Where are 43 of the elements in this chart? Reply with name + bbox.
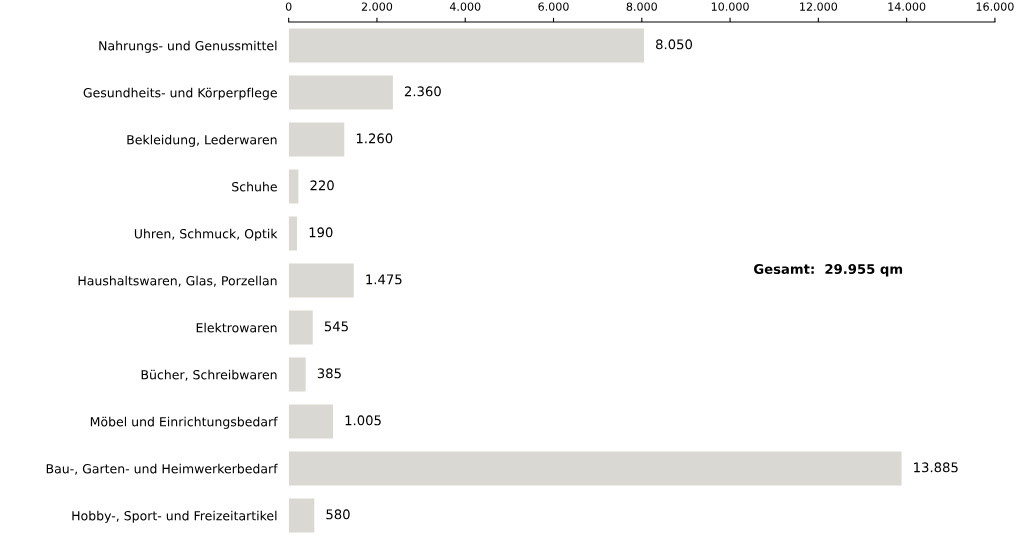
x-tick-label: 2.000 xyxy=(361,2,393,11)
bar xyxy=(288,498,315,533)
bar xyxy=(288,169,299,204)
data-label: 220 xyxy=(310,180,334,191)
data-label: 1.005 xyxy=(345,415,381,426)
x-tick-label: 16.000 xyxy=(976,2,1014,11)
y-tick-label: Haushaltswaren, Glas, Porzellan xyxy=(78,275,277,287)
data-label: 8.050 xyxy=(656,39,693,50)
x-tick-label: 12.000 xyxy=(800,2,838,11)
bar xyxy=(288,75,393,110)
y-tick-label: Elektrowaren xyxy=(196,322,277,333)
y-tick-label: Bau-, Garten- und Heimwerkerbedarf xyxy=(46,463,278,475)
bar xyxy=(288,451,902,486)
y-tick-label: Nahrungs- und Genussmittel xyxy=(99,40,277,53)
bar xyxy=(288,310,313,345)
data-label: 545 xyxy=(324,321,348,332)
y-tick-label: Uhren, Schmuck, Optik xyxy=(134,228,278,241)
bar xyxy=(288,357,306,392)
x-tick-label: 0 xyxy=(285,2,292,11)
x-tick-label: 14.000 xyxy=(888,2,926,11)
bar xyxy=(288,122,345,157)
bar xyxy=(288,263,354,298)
y-tick-label: Bücher, Schreibwaren xyxy=(141,369,277,381)
bar xyxy=(288,216,298,251)
data-label: 13.885 xyxy=(914,462,958,473)
y-tick-label: Hobby-, Sport- und Freizeitartikel xyxy=(72,510,277,523)
x-tick-label: 10.000 xyxy=(711,2,749,11)
y-tick-label: Möbel und Einrichtungsbedarf xyxy=(90,416,278,429)
data-label: 1.260 xyxy=(356,133,393,144)
data-label: 190 xyxy=(309,227,333,238)
data-label: 2.360 xyxy=(404,86,441,97)
data-label: 385 xyxy=(317,368,341,379)
y-tick-label: Gesundheits- und Körperpflege xyxy=(83,87,277,100)
x-tick-label: 8.000 xyxy=(626,2,657,11)
data-label: 1.475 xyxy=(366,274,402,285)
x-tick-label: 4.000 xyxy=(449,2,481,11)
bar xyxy=(288,28,644,63)
y-tick-label: Bekleidung, Lederwaren xyxy=(127,134,277,147)
x-tick-label: 6.000 xyxy=(538,2,569,11)
bar xyxy=(288,404,334,439)
annotation: Gesamt: 29.955 qm xyxy=(754,264,903,277)
y-tick-label: Schuhe xyxy=(232,181,277,192)
data-label: 580 xyxy=(326,509,350,520)
